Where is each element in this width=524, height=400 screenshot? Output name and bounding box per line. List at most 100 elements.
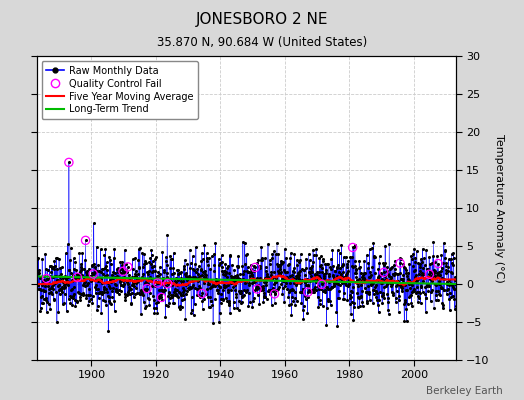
- Point: [291, 295, 299, 301]
- Point: [135, 276, 144, 282]
- Point: [356, 294, 364, 300]
- Point: [43, 267, 52, 274]
- Point: [197, 265, 205, 272]
- Point: [392, 283, 400, 290]
- Point: [255, 263, 263, 269]
- Point: [347, 299, 356, 305]
- Point: [70, 284, 78, 290]
- Point: [53, 266, 61, 272]
- Point: [330, 280, 339, 286]
- Point: [125, 291, 134, 298]
- Point: [400, 301, 408, 308]
- Point: [443, 291, 451, 297]
- Point: [239, 276, 248, 282]
- Point: [145, 259, 154, 266]
- Point: [237, 300, 245, 306]
- Point: [278, 260, 286, 266]
- Point: [446, 307, 454, 313]
- Point: [94, 262, 102, 268]
- Point: [451, 286, 460, 292]
- Point: [97, 309, 105, 316]
- Point: [188, 294, 196, 300]
- Point: [214, 277, 223, 283]
- Point: [171, 292, 179, 298]
- Point: [369, 299, 377, 306]
- Point: [105, 300, 114, 307]
- Point: [82, 271, 91, 278]
- Point: [204, 280, 212, 287]
- Point: [36, 308, 45, 314]
- Point: [268, 251, 277, 258]
- Point: [260, 290, 268, 296]
- Point: [339, 262, 347, 268]
- Point: [84, 302, 93, 308]
- Point: [68, 278, 77, 284]
- Point: [38, 278, 47, 284]
- Point: [166, 253, 174, 259]
- Point: [425, 268, 434, 275]
- Point: [189, 282, 198, 288]
- Point: [47, 284, 55, 291]
- Point: [121, 294, 129, 300]
- Point: [53, 283, 62, 290]
- Point: [281, 275, 290, 281]
- Point: [242, 288, 250, 294]
- Point: [425, 267, 434, 274]
- Point: [36, 305, 45, 311]
- Point: [343, 297, 352, 304]
- Point: [131, 255, 139, 262]
- Point: [156, 280, 164, 286]
- Point: [345, 277, 353, 283]
- Point: [390, 271, 398, 278]
- Point: [444, 268, 452, 274]
- Point: [428, 278, 436, 284]
- Point: [68, 302, 77, 308]
- Point: [407, 281, 415, 288]
- Point: [73, 298, 81, 305]
- Point: [157, 286, 165, 293]
- Point: [321, 261, 330, 267]
- Point: [236, 290, 245, 296]
- Point: [435, 269, 444, 275]
- Point: [214, 287, 222, 293]
- Point: [358, 299, 366, 305]
- Point: [379, 269, 388, 276]
- Point: [380, 283, 388, 290]
- Point: [74, 289, 82, 295]
- Point: [98, 266, 106, 272]
- Point: [219, 297, 227, 304]
- Point: [180, 296, 189, 302]
- Point: [395, 293, 403, 299]
- Point: [138, 273, 146, 280]
- Point: [324, 261, 332, 267]
- Point: [77, 291, 85, 297]
- Point: [144, 281, 152, 287]
- Point: [398, 276, 407, 282]
- Point: [226, 253, 235, 259]
- Point: [76, 293, 84, 300]
- Point: [276, 266, 284, 272]
- Point: [283, 276, 291, 282]
- Point: [366, 272, 375, 279]
- Point: [138, 264, 147, 270]
- Point: [451, 306, 459, 312]
- Point: [47, 263, 56, 269]
- Point: [341, 274, 350, 280]
- Point: [138, 276, 146, 283]
- Point: [360, 258, 368, 264]
- Point: [281, 275, 290, 282]
- Point: [94, 286, 102, 292]
- Point: [225, 298, 234, 304]
- Point: [165, 288, 173, 295]
- Point: [102, 259, 111, 266]
- Point: [449, 262, 457, 268]
- Point: [361, 277, 369, 283]
- Point: [102, 302, 110, 308]
- Point: [414, 299, 422, 305]
- Point: [313, 294, 322, 300]
- Point: [432, 282, 440, 288]
- Point: [177, 269, 185, 275]
- Point: [49, 295, 58, 302]
- Point: [287, 312, 296, 318]
- Point: [332, 264, 341, 271]
